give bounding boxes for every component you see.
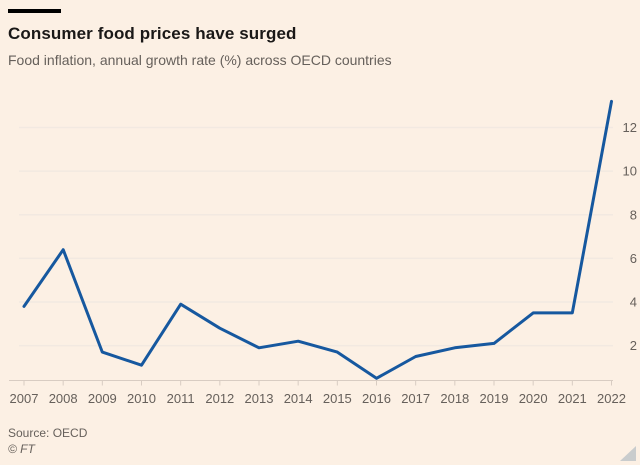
x-tick-label: 2012 bbox=[205, 391, 234, 406]
x-tick-label: 2010 bbox=[127, 391, 156, 406]
y-tick-label: 10 bbox=[623, 164, 637, 179]
ft-copyright: © FT bbox=[8, 442, 35, 456]
page-title: Consumer food prices have surged bbox=[8, 24, 297, 43]
x-tick-label: 2015 bbox=[323, 391, 352, 406]
x-tick-label: 2009 bbox=[88, 391, 117, 406]
x-tick-label: 2013 bbox=[245, 391, 274, 406]
x-tick-label: 2018 bbox=[440, 391, 469, 406]
x-tick-label: 2011 bbox=[167, 391, 195, 406]
y-tick-label: 12 bbox=[623, 120, 637, 135]
y-tick-label: 6 bbox=[630, 251, 637, 266]
x-tick-label: 2017 bbox=[401, 391, 430, 406]
x-tick-label: 2020 bbox=[519, 391, 548, 406]
source-label: Source: OECD bbox=[8, 426, 88, 440]
x-tick-label: 2022 bbox=[597, 391, 626, 406]
data-line bbox=[22, 99, 613, 380]
y-tick-label: 2 bbox=[630, 338, 637, 353]
x-tick-label: 2007 bbox=[10, 391, 39, 406]
page-subtitle: Food inflation, annual growth rate (%) a… bbox=[8, 52, 392, 68]
x-tick-label: 2019 bbox=[480, 391, 509, 406]
x-tick-label: 2014 bbox=[284, 391, 313, 406]
x-tick-label: 2021 bbox=[558, 391, 587, 406]
y-tick-label: 4 bbox=[630, 294, 637, 309]
y-tick-label: 8 bbox=[630, 207, 637, 222]
x-tick-label: 2008 bbox=[49, 391, 78, 406]
header-motif-bar bbox=[8, 9, 61, 13]
x-tick-label: 2016 bbox=[362, 391, 391, 406]
